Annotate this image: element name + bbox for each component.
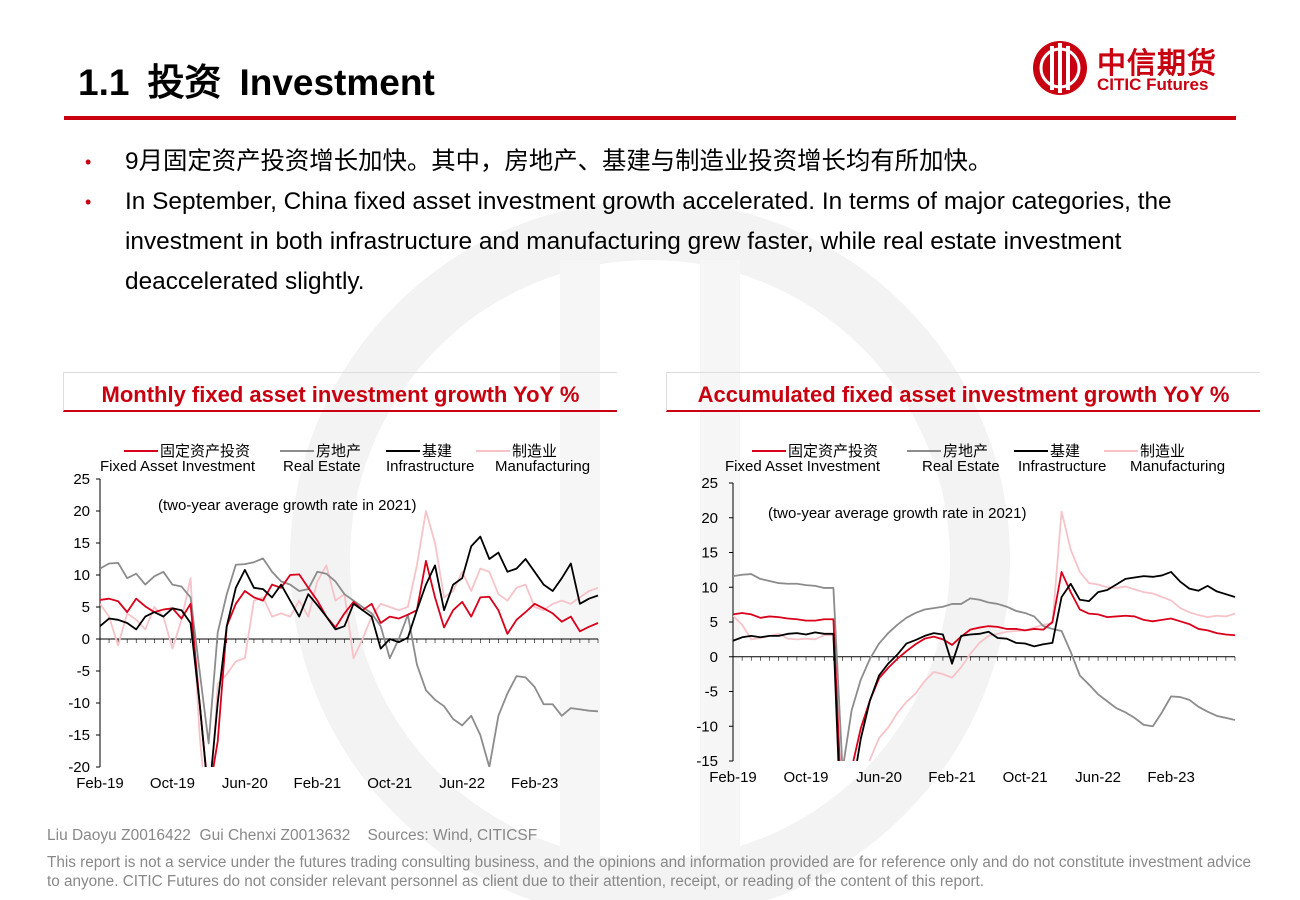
y-tick-label: -5 <box>705 684 718 701</box>
x-tick-label: Jun-20 <box>222 775 268 792</box>
series-line <box>100 560 599 767</box>
chart-title: Accumulated fixed asset investment growt… <box>666 372 1260 412</box>
legend-label: 房地产 <box>943 443 988 460</box>
logo-cn: 中信期货 <box>1097 46 1218 80</box>
header-rule <box>64 116 1236 120</box>
legend-label: Manufacturing <box>1130 458 1225 475</box>
legend-label: 基建 <box>422 443 452 460</box>
y-tick-label: -15 <box>68 727 90 744</box>
title-en: Investment <box>239 62 435 103</box>
x-tick-label: Jun-20 <box>856 769 902 786</box>
series-line <box>100 535 599 767</box>
y-tick-label: -20 <box>68 759 90 776</box>
x-tick-label: Feb-23 <box>1147 769 1195 786</box>
bullet: 9月固定资产投资增长加快。其中，房地产、基建与制造业投资增长均有所加快。 <box>85 142 1245 182</box>
y-tick-label: -15 <box>696 753 718 770</box>
x-tick-label: Oct-19 <box>784 769 829 786</box>
series-line <box>733 573 1236 761</box>
series-line <box>733 510 1236 761</box>
legend-label: Infrastructure <box>386 458 474 475</box>
y-tick-label: 25 <box>73 471 90 488</box>
legend-label: 基建 <box>1050 443 1080 460</box>
x-tick-label: Feb-19 <box>76 775 124 792</box>
legend-label: 固定资产投资 <box>160 443 250 460</box>
legend-label: 制造业 <box>512 443 557 460</box>
x-tick-label: Jun-22 <box>1075 769 1121 786</box>
y-tick-label: 10 <box>701 579 718 596</box>
section-number: 1.1 <box>78 62 130 103</box>
x-tick-label: Feb-19 <box>709 769 757 786</box>
logo-en: CITIC Futures <box>1097 75 1209 94</box>
y-tick-label: -5 <box>77 663 90 680</box>
page-title: 1.1 投资 Investment <box>78 52 453 106</box>
series-line <box>733 571 1236 761</box>
legend-label: 制造业 <box>1140 443 1185 460</box>
y-tick-label: 10 <box>73 567 90 584</box>
annotation: (two-year average growth rate in 2021) <box>158 497 416 514</box>
y-tick-label: 15 <box>73 535 90 552</box>
disclaimer: This report is not a service under the f… <box>47 854 1252 890</box>
legend-label: Real Estate <box>283 458 361 475</box>
y-tick-label: -10 <box>696 718 718 735</box>
legend-label: Manufacturing <box>495 458 590 475</box>
y-tick-label: 0 <box>82 631 90 648</box>
bullet: In September, China fixed asset investme… <box>85 182 1245 302</box>
x-tick-label: Feb-21 <box>294 775 342 792</box>
x-tick-label: Feb-23 <box>511 775 559 792</box>
x-tick-label: Feb-21 <box>928 769 976 786</box>
legend-label: 固定资产投资 <box>788 443 878 460</box>
y-tick-label: 20 <box>73 503 90 520</box>
x-tick-label: Oct-21 <box>1003 769 1048 786</box>
legend-label: Fixed Asset Investment <box>725 458 881 475</box>
y-tick-label: 5 <box>710 614 718 631</box>
title-cn: 投资 <box>147 62 222 103</box>
y-tick-label: 25 <box>701 475 718 492</box>
x-tick-label: Oct-19 <box>150 775 195 792</box>
y-tick-label: 20 <box>701 510 718 527</box>
annotation: (two-year average growth rate in 2021) <box>768 505 1026 522</box>
series-line <box>733 571 1236 761</box>
legend-label: Real Estate <box>922 458 1000 475</box>
chart-title: Monthly fixed asset investment growth Yo… <box>63 372 617 412</box>
logo-mark <box>1033 41 1087 95</box>
bullet-list: 9月固定资产投资增长加快。其中，房地产、基建与制造业投资增长均有所加快。 In … <box>85 142 1245 302</box>
y-tick-label: 15 <box>701 545 718 562</box>
y-tick-label: 5 <box>82 599 90 616</box>
x-tick-label: Oct-21 <box>367 775 412 792</box>
x-tick-label: Jun-22 <box>439 775 485 792</box>
legend-label: Infrastructure <box>1018 458 1106 475</box>
y-tick-label: 0 <box>710 649 718 666</box>
series-line <box>100 557 599 767</box>
legend-label: Fixed Asset Investment <box>100 458 256 475</box>
authors: Liu Daoyu Z0016422 Gui Chenxi Z0013632 S… <box>47 827 538 844</box>
legend-label: 房地产 <box>316 443 361 460</box>
y-tick-label: -10 <box>68 695 90 712</box>
